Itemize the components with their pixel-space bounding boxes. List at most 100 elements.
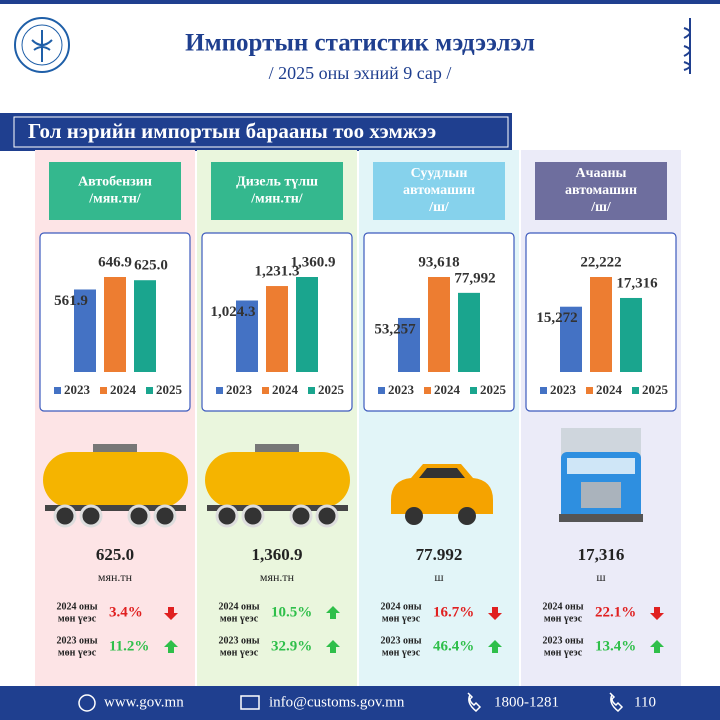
comparison-label: мөн үеэс — [220, 647, 259, 658]
script-emblem — [683, 18, 691, 74]
phone-icon — [467, 692, 482, 713]
comparison-label: мөн үеэс — [58, 647, 97, 658]
comparison-change: 11.2% — [109, 638, 149, 654]
bar — [296, 277, 318, 372]
value-label: 625.0 — [134, 258, 168, 274]
title: Импортын статистик мэдээлэл — [185, 30, 535, 57]
legend-swatch — [146, 387, 153, 394]
wheel — [53, 504, 77, 528]
section-banner — [0, 113, 512, 151]
legend-swatch — [378, 387, 385, 394]
value-label: 22,222 — [580, 254, 621, 270]
comparison-label: 2024 оны — [542, 601, 583, 612]
panel-title: автомашин — [403, 183, 475, 198]
panel-title: /ш/ — [590, 200, 612, 215]
legend-label: 2024 — [434, 382, 461, 397]
legend-swatch — [424, 387, 431, 394]
subtitle: / 2025 оны эхний 9 сар / — [269, 63, 452, 83]
car-window — [419, 468, 465, 478]
footer-hotline[interactable]: 110 — [634, 694, 656, 710]
comparison-label: 2023 оны — [380, 635, 421, 646]
panel-title: Автобензин — [78, 175, 152, 190]
truck-window — [567, 458, 635, 474]
legend-label: 2024 — [596, 382, 623, 397]
panel-title: /мян.тн/ — [250, 192, 304, 207]
logo — [14, 17, 70, 73]
comparison-label: 2024 оны — [218, 601, 259, 612]
panel-title: Суудлын — [411, 166, 468, 181]
bar — [458, 292, 480, 372]
legend-swatch — [308, 387, 315, 394]
legend-label: 2024 — [110, 382, 137, 397]
panel: Дизель түлш/мян.тн/1,024.3 2023 1,231.3 202… — [197, 150, 357, 686]
value-label: 1,231.3 — [255, 263, 300, 279]
footer-phone[interactable]: 1800-1281 — [494, 694, 559, 710]
bar — [104, 277, 126, 372]
legend-label: 2025 — [318, 382, 345, 397]
wheel — [405, 507, 423, 525]
panel: Автобензин/мян.тн/561.9 2023 646.9 2024 625.… — [35, 150, 195, 686]
panel-header-box — [535, 162, 667, 220]
comparison-label: 2023 оны — [56, 635, 97, 646]
comparison-label: мөн үеэс — [544, 647, 583, 658]
comparison-label: мөн үеэс — [382, 647, 421, 658]
total-unit: мян.тн — [260, 570, 295, 584]
legend-swatch — [632, 387, 639, 394]
wheel — [153, 504, 177, 528]
panel: Ачааны автомашин/ш/15,272 2023 22,222 2024 17… — [521, 150, 681, 686]
tank-body — [205, 452, 350, 508]
panel-title: Ачааны — [575, 166, 626, 181]
legend-swatch — [470, 387, 477, 394]
legend-label: 2023 — [64, 382, 91, 397]
comparison-change: 10.5% — [271, 604, 312, 620]
total-unit: ш — [596, 570, 606, 584]
bar — [428, 277, 450, 372]
value-label: 646.9 — [98, 254, 132, 270]
tank-frame — [207, 505, 348, 511]
panel-header-box — [49, 162, 181, 220]
tank-hatch — [93, 444, 137, 452]
tank-body — [43, 452, 188, 508]
section-banner-border — [13, 116, 509, 148]
comparison-label: 2024 оны — [380, 601, 421, 612]
trend-arrow — [164, 607, 178, 620]
comparison-label: мөн үеэс — [220, 613, 259, 624]
comparison-change: 3.4% — [109, 604, 143, 620]
total-unit: мян.тн — [98, 570, 133, 584]
footer-email[interactable]: info@customs.gov.mn — [269, 694, 405, 710]
trend-arrow — [488, 640, 502, 653]
legend-label: 2024 — [272, 382, 299, 397]
trend-arrow — [650, 640, 664, 653]
value-label: 1,360.9 — [291, 254, 336, 270]
value-label: 53,257 — [374, 321, 416, 337]
tank-hatch — [255, 444, 299, 452]
trend-arrow — [164, 640, 178, 653]
legend-swatch — [586, 387, 593, 394]
legend-label: 2025 — [642, 382, 669, 397]
comparison-label: мөн үеэс — [58, 613, 97, 624]
legend-swatch — [540, 387, 547, 394]
wheel — [215, 504, 239, 528]
footer-website[interactable]: www.gov.mn — [104, 694, 184, 710]
value-label: 77,992 — [454, 270, 495, 286]
comparison-change: 13.4% — [595, 638, 636, 654]
legend-label: 2025 — [480, 382, 507, 397]
footer-bar — [0, 686, 720, 720]
mail-icon — [240, 695, 260, 710]
panel-title: /ш/ — [428, 200, 450, 215]
trend-arrow — [326, 640, 340, 653]
wheel — [79, 504, 103, 528]
value-label: 93,618 — [418, 254, 459, 270]
wheel — [241, 504, 265, 528]
bar — [266, 286, 288, 372]
top-strip — [0, 0, 720, 4]
bar — [398, 317, 420, 372]
wheel — [127, 504, 151, 528]
value-label: 1,024.3 — [211, 304, 256, 320]
comparison-label: 2024 оны — [56, 601, 97, 612]
value-label: 17,316 — [616, 275, 658, 291]
total-value: 1,360.9 — [252, 545, 303, 564]
truck-bumper — [559, 514, 643, 522]
legend-label: 2025 — [156, 382, 183, 397]
